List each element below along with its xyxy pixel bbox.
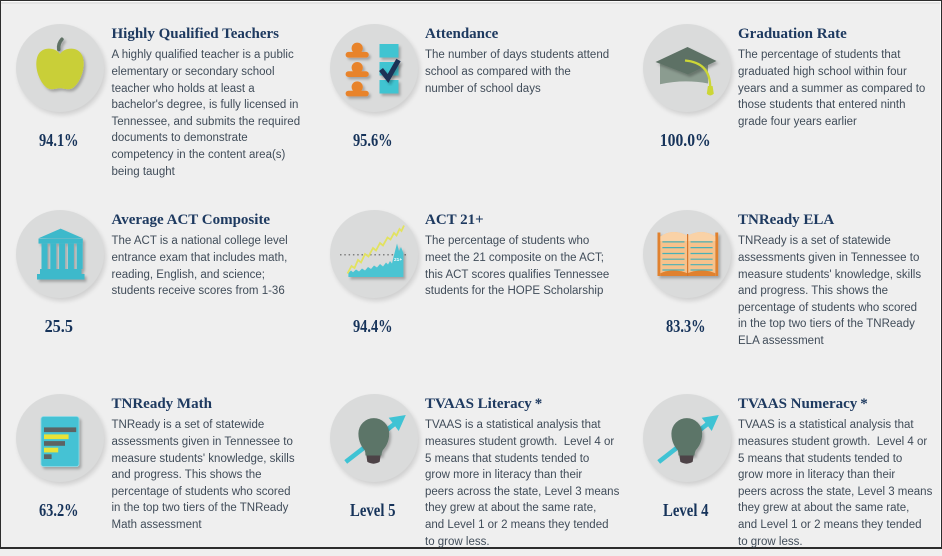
svg-text:21+: 21+: [394, 257, 402, 263]
